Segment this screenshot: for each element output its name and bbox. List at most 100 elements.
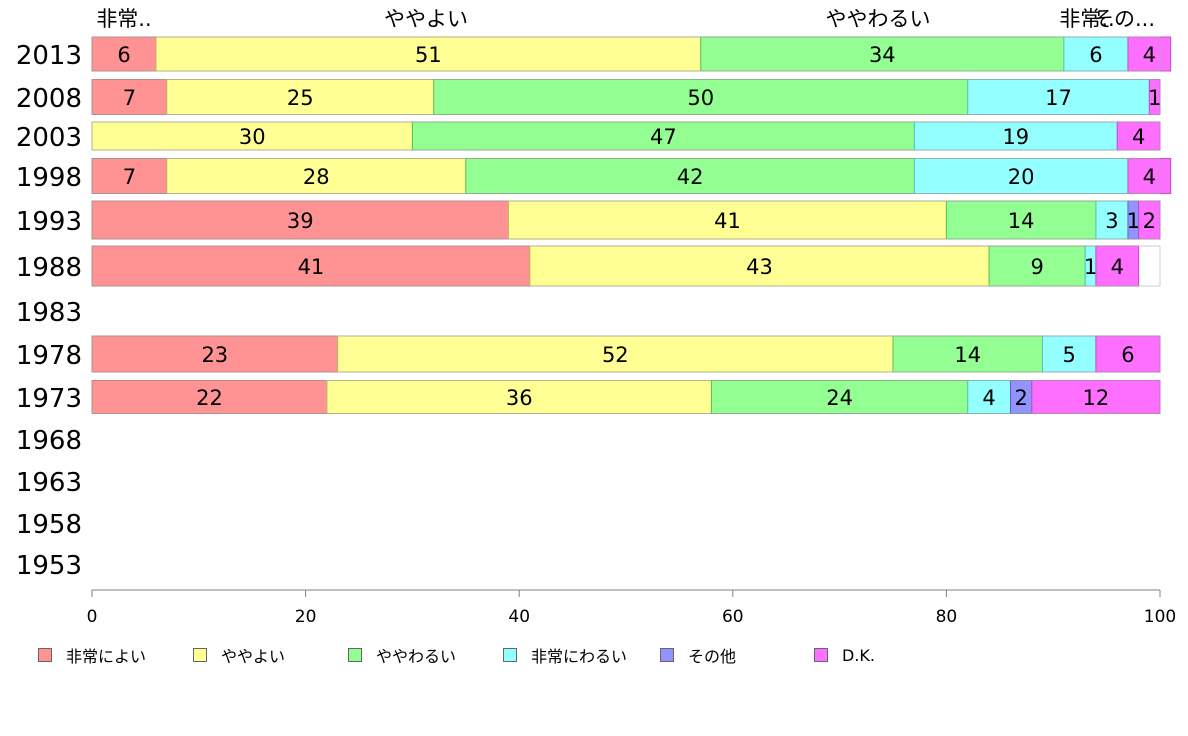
bar-segment [1127, 36, 1172, 72]
legend-item-other: その他 [660, 644, 736, 666]
legend-item-dk: D.K. [814, 644, 875, 666]
legend-item-somewhat-bad: ややわるい [348, 644, 456, 666]
bar-value-label: 20 [1008, 165, 1035, 189]
x-tick-label: 20 [295, 607, 317, 627]
top-series-label: 非常.. [96, 7, 151, 31]
bar-value-label: 25 [287, 86, 314, 110]
bar-value-label: 1 [1148, 86, 1161, 110]
bar-value-label: 14 [954, 343, 981, 367]
bar-segment [91, 380, 328, 414]
bar-value-label: 2 [1014, 386, 1027, 410]
bar-value-label: 1 [1084, 255, 1097, 279]
bar-value-label: 24 [826, 386, 853, 410]
bar-segment [1116, 121, 1161, 151]
y-category-label: 1958 [16, 510, 82, 540]
bar-value-label: 3 [1105, 209, 1118, 233]
bar-outline [91, 36, 1161, 72]
legend-label: D.K. [842, 645, 875, 665]
legend-label: 非常によい [66, 647, 147, 666]
bar-value-label: 28 [303, 165, 330, 189]
x-tick-label: 80 [936, 607, 958, 627]
top-series-label: ややわるい [826, 7, 931, 31]
bar-value-label: 4 [1143, 165, 1156, 189]
top-series-label: 非常.. [1059, 7, 1114, 31]
bar-value-label: 4 [1111, 255, 1124, 279]
top-series-label: その... [1093, 7, 1155, 31]
y-category-label: 1973 [16, 384, 82, 414]
bar-value-label: 39 [287, 209, 314, 233]
bar-value-label: 2 [1143, 209, 1156, 233]
bar-value-label: 47 [650, 125, 677, 149]
legend: 非常によい ややよい ややわるい 非常にわるい その他 D.K. [38, 644, 1138, 666]
y-category-label: 1993 [16, 207, 82, 237]
y-category-label: 2008 [16, 84, 82, 114]
bar-value-label: 41 [298, 255, 325, 279]
bar-value-label: 42 [677, 165, 704, 189]
bar-outline [91, 79, 1161, 115]
bar-value-label: 7 [123, 86, 136, 110]
y-category-label: 2013 [16, 41, 82, 71]
legend-item-somewhat-good: ややよい [193, 644, 285, 666]
bar-outline [91, 158, 1161, 194]
bar-segment [1063, 36, 1129, 72]
x-tick-label: 60 [722, 607, 744, 627]
bar-outline [91, 245, 1161, 287]
y-category-label: 1953 [16, 551, 82, 581]
bar-segment [700, 36, 1065, 72]
bar-value-label: 22 [196, 386, 223, 410]
bar-value-label: 17 [1045, 86, 1072, 110]
bar-value-label: 34 [869, 43, 896, 67]
top-series-label: ややよい [384, 7, 468, 31]
bar-segment [155, 36, 702, 72]
bar-segment [433, 79, 969, 115]
bar-value-label: 52 [602, 343, 629, 367]
y-category-label: 1968 [16, 426, 82, 456]
legend-label: 非常にわるい [531, 647, 628, 666]
legend-label: ややわるい [376, 647, 457, 666]
y-category-label: 1983 [16, 298, 82, 328]
bar-value-label: 6 [1121, 343, 1134, 367]
bar-outline [91, 335, 1161, 373]
bar-segment [91, 335, 339, 373]
legend-swatch [660, 648, 674, 662]
bar-value-label: 4 [1143, 43, 1156, 67]
y-category-label: 1978 [16, 341, 82, 371]
bar-outline [91, 121, 1161, 151]
legend-label: その他 [688, 647, 737, 666]
bar-segment [465, 158, 915, 194]
bar-value-label: 51 [415, 43, 442, 67]
x-tick-label: 0 [87, 607, 98, 627]
bar-value-label: 50 [687, 86, 714, 110]
legend-item-very-bad: 非常にわるい [503, 644, 627, 666]
y-category-label: 1963 [16, 468, 82, 498]
bar-value-label: 36 [506, 386, 533, 410]
bar-value-label: 19 [1002, 125, 1029, 149]
legend-label: ややよい [221, 647, 286, 666]
bar-value-label: 30 [239, 125, 266, 149]
bar-value-label: 5 [1063, 343, 1076, 367]
bar-value-label: 43 [746, 255, 773, 279]
y-category-label: 1998 [16, 163, 82, 193]
bar-outline [91, 380, 1161, 414]
bar-value-label: 1 [1127, 209, 1140, 233]
bar-value-label: 9 [1030, 255, 1043, 279]
bar-segment [411, 121, 915, 151]
legend-swatch [193, 648, 207, 662]
bar-value-label: 7 [123, 165, 136, 189]
bar-value-label: 4 [1132, 125, 1145, 149]
bar-segment [913, 121, 1118, 151]
bar-segment [91, 121, 413, 151]
x-tick-label: 40 [508, 607, 530, 627]
bar-value-label: 41 [714, 209, 741, 233]
legend-swatch [503, 648, 517, 662]
bar-value-label: 6 [1089, 43, 1102, 67]
bar-segment [988, 245, 1086, 287]
bar-segment [326, 380, 712, 414]
x-tick-label: 100 [1144, 607, 1176, 627]
bar-segment [913, 158, 1129, 194]
bar-value-label: 12 [1083, 386, 1110, 410]
y-category-label: 2003 [16, 123, 82, 153]
bar-segment [1031, 380, 1161, 414]
legend-swatch [348, 648, 362, 662]
